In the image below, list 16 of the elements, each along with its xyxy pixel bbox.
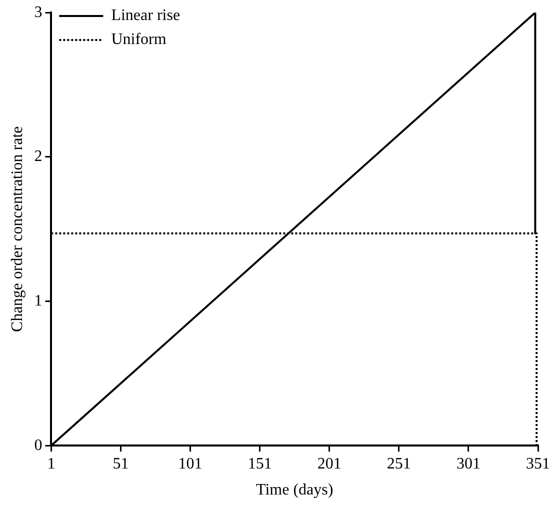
x-tick-label: 151 xyxy=(248,455,272,472)
y-tick-label: 0 xyxy=(34,436,42,454)
x-tick-label: 351 xyxy=(526,455,550,472)
legend-label: Uniform xyxy=(111,31,167,48)
x-tick-label: 101 xyxy=(178,455,202,472)
x-tick-label: 251 xyxy=(386,455,411,472)
y-tick-label: 2 xyxy=(34,148,42,166)
x-tick-label: 201 xyxy=(317,455,342,472)
x-tick-label: 51 xyxy=(112,455,129,472)
legend-label: Linear rise xyxy=(111,7,180,24)
x-axis-title: Time (days) xyxy=(256,482,334,499)
y-axis-title: Change order concentration rate xyxy=(8,126,26,332)
y-tick-label: 3 xyxy=(34,4,42,21)
y-tick-label: 1 xyxy=(34,292,42,310)
x-tick-label: 301 xyxy=(456,455,480,472)
x-tick-label: 1 xyxy=(47,455,56,472)
